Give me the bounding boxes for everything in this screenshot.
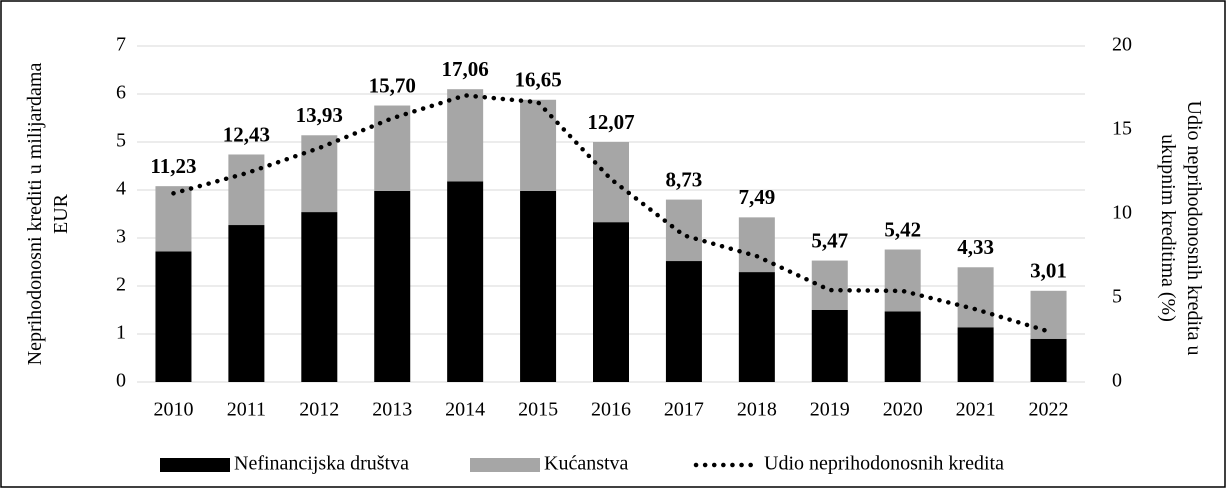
bar [374, 190, 411, 382]
y2-tick-label: 0 [1112, 370, 1122, 392]
y-axis-title: Neprihodonosni krediti u milijardama EUR [24, 63, 72, 366]
x-tick-label: 2020 [883, 399, 923, 421]
legend-swatch [470, 458, 540, 472]
y-tick-label: 1 [116, 322, 126, 344]
bar [301, 212, 338, 382]
data-label: 3,01 [1030, 259, 1067, 283]
y-tick-label: 7 [116, 34, 126, 56]
data-label: 13,93 [296, 103, 343, 127]
line [171, 93, 1051, 334]
bar [374, 105, 411, 191]
bar [957, 267, 994, 328]
bar [811, 310, 848, 382]
data-label: 17,06 [442, 57, 489, 81]
x-tick-label: 2015 [518, 399, 558, 421]
bar [738, 217, 775, 273]
x-tick-label: 2017 [664, 399, 704, 421]
legend-label: Kućanstva [544, 453, 629, 475]
bar [665, 261, 702, 382]
data-label: 7,49 [738, 185, 775, 209]
bar [593, 142, 629, 223]
bar [447, 181, 484, 382]
bar [811, 260, 848, 310]
bar [155, 251, 192, 382]
data-label: 4,33 [957, 235, 994, 259]
bar [520, 190, 557, 382]
data-label: 15,70 [369, 73, 416, 97]
bar [884, 249, 921, 312]
bar [738, 272, 775, 382]
x-tick-label: 2010 [153, 399, 193, 421]
data-label: 5,42 [884, 217, 921, 241]
y-tick-label: 5 [116, 130, 126, 152]
bar [1030, 338, 1067, 382]
y-tick-label: 6 [116, 82, 126, 104]
bar [593, 222, 629, 382]
x-tick-label: 2018 [737, 399, 777, 421]
bar [155, 186, 192, 252]
x-tick-label: 2019 [810, 399, 850, 421]
y-tick-label: 3 [116, 226, 126, 248]
y-tick-label: 2 [116, 274, 126, 296]
y2-tick-label: 15 [1112, 118, 1132, 140]
bar [884, 311, 921, 382]
bar [520, 99, 557, 191]
y2-tick-label: 20 [1112, 34, 1132, 56]
data-label: 5,47 [811, 228, 848, 252]
x-tick-label: 2021 [956, 399, 996, 421]
y2-axis-title: Udio neprihodonosnih kredita uukupnim kr… [1157, 101, 1205, 356]
data-label: 12,07 [587, 110, 634, 134]
x-tick-label: 2016 [591, 399, 631, 421]
data-label: 16,65 [514, 68, 561, 92]
x-tick-label: 2014 [445, 399, 485, 421]
bar [665, 199, 702, 262]
bar [447, 89, 484, 182]
x-tick-label: 2013 [372, 399, 412, 421]
bar [1030, 290, 1067, 339]
x-tick-label: 2011 [227, 399, 266, 421]
x-tick-label: 2012 [299, 399, 339, 421]
data-label: 12,43 [223, 122, 270, 146]
bar [228, 225, 265, 382]
legend-swatch [160, 458, 230, 472]
y2-tick-label: 5 [1112, 286, 1122, 308]
data-label: 11,23 [150, 154, 196, 178]
bar [228, 154, 265, 226]
y2-tick-label: 10 [1112, 202, 1132, 224]
legend-label: Udio neprihodonosnih kredita [764, 453, 1004, 475]
legend-label: Nefinancijska društva [234, 453, 409, 475]
bar [957, 327, 994, 382]
y-tick-label: 4 [116, 178, 126, 200]
y-tick-label: 0 [116, 370, 126, 392]
data-label: 8,73 [666, 167, 703, 191]
x-tick-label: 2022 [1029, 399, 1069, 421]
